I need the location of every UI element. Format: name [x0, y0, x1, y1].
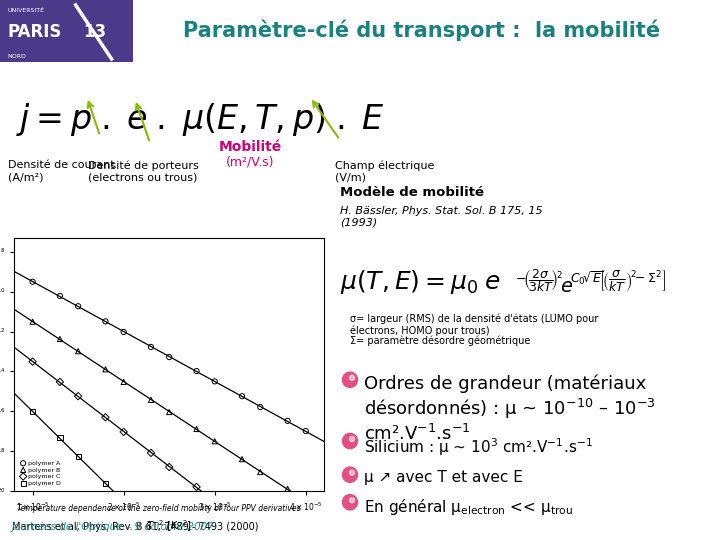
polymer A: [236, 392, 248, 401]
Text: $-\!\left(\!\dfrac{2\sigma}{3kT}\!\right)^{\!2}$: $-\!\left(\!\dfrac{2\sigma}{3kT}\!\right…: [515, 267, 563, 294]
polymer B: [54, 335, 66, 343]
Bar: [0, 0, 133, 62]
Text: En général μ$_\mathrm{electron}$ << μ$_\mathrm{trou}$: En général μ$_\mathrm{electron}$ << μ$_\…: [364, 497, 573, 517]
polymer C: [145, 449, 157, 457]
polymer A: [191, 367, 202, 375]
Text: H. Bässler, Phys. Stat. Sol. B 175, 15
(1993): H. Bässler, Phys. Stat. Sol. B 175, 15 (…: [340, 206, 543, 228]
Circle shape: [349, 498, 354, 503]
Legend: polymer A, polymer B, polymer C, polymer D: polymer A, polymer B, polymer C, polymer…: [17, 458, 63, 488]
polymer A: [163, 353, 175, 361]
Text: UNIVERSITÉ: UNIVERSITÉ: [7, 8, 44, 12]
polymer A: [300, 427, 312, 435]
polymer B: [27, 318, 38, 326]
polymer A: [73, 302, 84, 310]
Circle shape: [349, 470, 354, 475]
Text: $j = p\;.\;e\;.\;\mu(E,T,p)\;.\;E$: $j = p\;.\;e\;.\;\mu(E,T,p)\;.\;E$: [16, 101, 384, 138]
polymer D: [27, 407, 38, 416]
polymer D: [145, 524, 157, 533]
polymer C: [73, 392, 84, 401]
polymer B: [145, 396, 157, 404]
Circle shape: [343, 372, 358, 388]
Circle shape: [343, 495, 358, 510]
polymer A: [54, 292, 66, 300]
Text: Champ électrique
(V/m): Champ électrique (V/m): [335, 160, 434, 183]
polymer B: [236, 455, 248, 463]
Text: NORD: NORD: [7, 54, 26, 59]
polymer B: [73, 347, 84, 355]
polymer C: [191, 483, 202, 491]
polymer C: [163, 463, 175, 471]
polymer B: [118, 377, 130, 386]
polymer C: [254, 532, 266, 540]
Text: $C_0\!\sqrt{E}\!\left[\!\left(\dfrac{\sigma}{kT}\right)^{\!2}\!\!-\Sigma^2\right: $C_0\!\sqrt{E}\!\left[\!\left(\dfrac{\si…: [570, 267, 666, 293]
X-axis label: $T^{-2}\ [\mathrm{K}^{-2}]$: $T^{-2}\ [\mathrm{K}^{-2}]$: [146, 518, 192, 534]
Text: Mobilité: Mobilité: [218, 140, 282, 154]
polymer A: [209, 377, 220, 386]
Circle shape: [349, 436, 354, 442]
polymer B: [209, 437, 220, 445]
polymer A: [254, 403, 266, 411]
Text: σ= largeur (RMS) de la densité d'états (LUMO pour
électrons, HOMO pour trous): σ= largeur (RMS) de la densité d'états (…: [350, 314, 598, 336]
polymer A: [99, 317, 111, 326]
polymer A: [282, 416, 293, 425]
polymer D: [118, 497, 130, 506]
polymer D: [73, 452, 84, 461]
Text: 13: 13: [83, 23, 106, 41]
polymer B: [191, 424, 202, 433]
Circle shape: [343, 434, 358, 449]
polymer A: [118, 328, 130, 336]
Text: Ordres de grandeur (matériaux
désordonnés) : μ ~ 10$^{-10}$ – 10$^{-3}$
cm².V$^{: Ordres de grandeur (matériaux désordonné…: [364, 375, 656, 444]
polymer C: [99, 413, 111, 422]
Text: Paramètre-clé du transport :  la mobilité: Paramètre-clé du transport : la mobilité: [183, 19, 660, 40]
Text: Martens et al, Phys. Rev. B 61, 7489 - 7493 (2000): Martens et al, Phys. Rev. B 61, 7489 - 7…: [12, 522, 258, 532]
Circle shape: [343, 467, 358, 482]
polymer B: [282, 484, 293, 493]
Text: (m²/V.s): (m²/V.s): [226, 156, 274, 168]
polymer C: [209, 497, 220, 505]
Text: $e$: $e$: [560, 278, 573, 296]
Text: Journées de l'Optique – 9 octobre 2007: Journées de l'Optique – 9 octobre 2007: [12, 521, 215, 532]
Text: Temperature dependence of the zero-field mobility of four PPV derivatives: Temperature dependence of the zero-field…: [17, 504, 300, 514]
Text: PARIS: PARIS: [7, 23, 62, 41]
polymer D: [54, 434, 66, 442]
polymer B: [163, 408, 175, 416]
polymer A: [145, 343, 157, 352]
polymer D: [99, 479, 111, 488]
polymer C: [118, 428, 130, 436]
polymer B: [254, 468, 266, 476]
polymer C: [27, 357, 38, 366]
Text: Modèle de mobilité: Modèle de mobilité: [340, 186, 484, 199]
Text: Σ= paramètre désordre géométrique: Σ= paramètre désordre géométrique: [350, 336, 531, 347]
Text: $\mu\left(T,E\right)=\mu_0\;e$: $\mu\left(T,E\right)=\mu_0\;e$: [340, 267, 501, 295]
Text: Silicium : μ ~ 10$^{3}$ cm².V$^{-1}$.s$^{-1}$: Silicium : μ ~ 10$^{3}$ cm².V$^{-1}$.s$^…: [364, 436, 593, 457]
polymer A: [27, 278, 38, 286]
Text: Densité de courant
(A/m²): Densité de courant (A/m²): [8, 160, 114, 182]
polymer B: [99, 365, 111, 374]
Text: μ ↗ avec T et avec E: μ ↗ avec T et avec E: [364, 470, 523, 484]
polymer C: [54, 377, 66, 386]
polymer C: [236, 518, 248, 526]
Circle shape: [349, 375, 354, 380]
polymer B: [300, 497, 312, 505]
Text: Densité de porteurs
(electrons ou trous): Densité de porteurs (electrons ou trous): [88, 160, 199, 183]
